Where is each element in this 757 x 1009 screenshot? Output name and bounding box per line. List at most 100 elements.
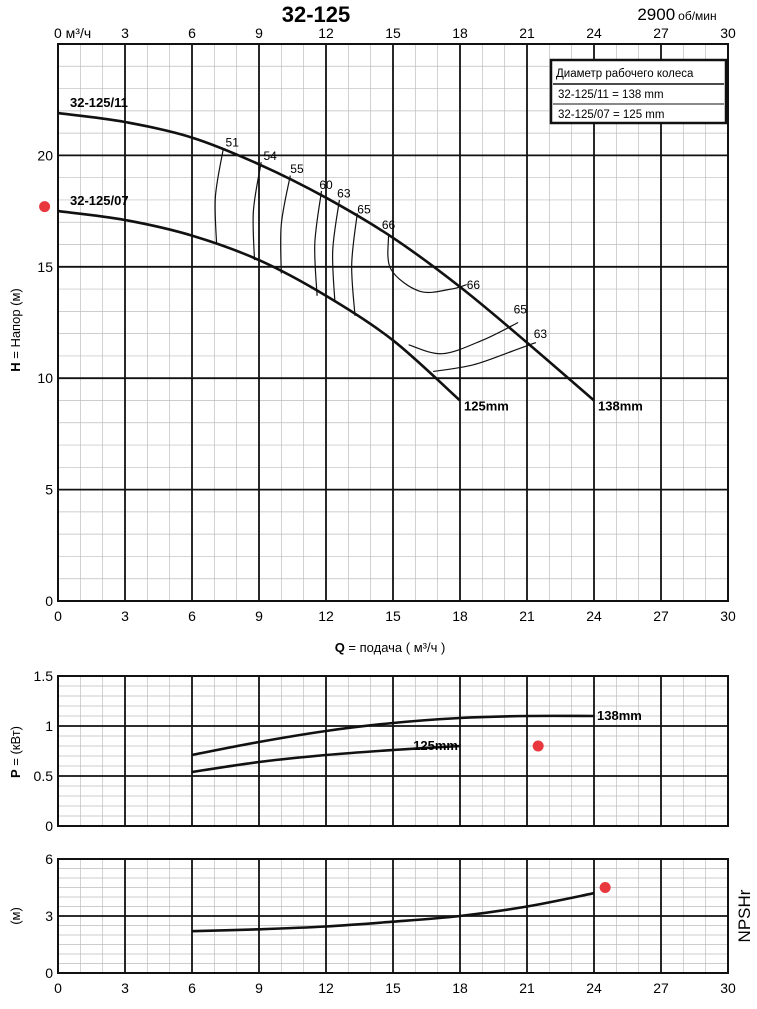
top-x-tick-label: 9 (255, 25, 263, 41)
x-tick-label: 21 (519, 608, 535, 624)
red-marker (599, 882, 611, 893)
legend-row: 32-125/11 = 138 mm (558, 89, 664, 101)
npsh-side-label: NPSHr (735, 889, 754, 942)
efficiency-label: 55 (290, 162, 304, 176)
series-curve (191, 714, 595, 757)
head-y-axis-text: = Напор (м) (8, 288, 23, 362)
x-tick-label: 24 (586, 980, 602, 996)
efficiency-label: 65 (514, 303, 528, 317)
efficiency-label: 60 (319, 178, 333, 192)
series-start-label: 32-125/11 (70, 95, 128, 110)
y-tick-label: 0.5 (34, 768, 54, 784)
x-tick-label: 24 (586, 608, 602, 624)
x-axis-label: Q = подача ( м³/ч ) (335, 640, 446, 655)
x-tick-label: 0 (54, 608, 62, 624)
power-y-axis-text: = (кВт) (8, 726, 23, 769)
x-tick-label: 30 (720, 980, 736, 996)
efficiency-label: 63 (534, 327, 548, 341)
efficiency-isoline (408, 321, 519, 355)
efficiency-isoline (433, 342, 537, 373)
legend-box (549, 58, 728, 125)
x-tick-label: 6 (188, 980, 196, 996)
legend-row: 32-125/07 = 125 mm (558, 109, 664, 121)
x-tick-label: 15 (385, 980, 401, 996)
y-tick-label: 6 (45, 851, 53, 867)
x-tick-label: 27 (653, 980, 669, 996)
x-tick-label: 27 (653, 608, 669, 624)
npsh-y-axis-label: (м) (8, 907, 23, 925)
series-end-label: 138mm (597, 708, 642, 723)
x-tick-label: 9 (255, 608, 263, 624)
x-tick-label: 30 (720, 608, 736, 624)
chart-title: 32-125 (282, 2, 351, 27)
efficiency-isolines: 51 54 55 60 63 65 66 66 65 63 (214, 135, 548, 373)
legend-title: Диаметр рабочего колеса (556, 68, 694, 80)
y-tick-label: 5 (45, 482, 53, 498)
top-x-tick-label: 3 (121, 25, 129, 41)
head-y-axis-symbol: H (8, 362, 23, 371)
efficiency-label: 63 (337, 187, 351, 201)
x-tick-label: 3 (121, 980, 129, 996)
x-tick-label: 9 (255, 980, 263, 996)
y-tick-label: 3 (45, 908, 53, 924)
x-tick-label: 18 (452, 980, 468, 996)
efficiency-isoline (351, 213, 358, 316)
series-end-label: 125mm (464, 398, 509, 413)
top-x-tick-label: 30 (720, 25, 736, 41)
top-x-tick-label: 15 (385, 25, 401, 41)
series-curve (191, 891, 595, 933)
top-x-tick-label: 21 (519, 25, 535, 41)
series-start-label: 32-125/07 (70, 193, 129, 208)
y-tick-label: 0 (45, 593, 53, 609)
top-axis-unit: 0 м³/ч (54, 25, 91, 41)
series-curve (191, 744, 461, 774)
y-tick-label: 15 (37, 259, 53, 275)
plot-frame (57, 858, 729, 974)
y-tick-label: 0 (45, 818, 53, 834)
impeller-legend: Диаметр рабочего колеса 32-125/11 = 138 … (549, 58, 728, 125)
y-tick-label: 1.5 (34, 668, 54, 684)
x-tick-label: 21 (519, 980, 535, 996)
x-axis-text: = подача ( м³/ч ) (345, 640, 445, 655)
series-end-label: 138mm (598, 398, 643, 413)
speed-unit: об/мин (678, 9, 716, 23)
red-marker (532, 740, 544, 752)
top-x-tick-label: 27 (653, 25, 669, 41)
speed-label: 2900 об/мин (637, 5, 716, 24)
series-curve (57, 111, 595, 402)
top-x-tick-label: 12 (318, 25, 334, 41)
x-axis-symbol: Q (335, 640, 345, 655)
x-tick-label: 15 (385, 608, 401, 624)
efficiency-isoline (252, 162, 262, 261)
power-panel: 0 0.5 1 1.5 138mm 125mm (34, 668, 729, 834)
top-x-tick-label: 6 (188, 25, 196, 41)
efficiency-label: 66 (382, 218, 396, 232)
red-marker (39, 201, 51, 213)
efficiency-label: 65 (357, 202, 371, 216)
top-x-tick-label: 18 (452, 25, 468, 41)
efficiency-isoline (387, 235, 467, 294)
x-tick-label: 6 (188, 608, 196, 624)
power-y-axis-symbol: P (8, 769, 23, 778)
efficiency-label: 54 (263, 149, 277, 163)
y-tick-label: 0 (45, 965, 53, 981)
y-tick-label: 1 (45, 718, 53, 734)
efficiency-isoline (214, 148, 224, 245)
plot-frame (57, 43, 729, 602)
efficiency-isoline (314, 190, 323, 296)
efficiency-label: 66 (467, 278, 481, 292)
x-tick-label: 12 (318, 608, 334, 624)
x-tick-label: 18 (452, 608, 468, 624)
x-tick-label: 3 (121, 608, 129, 624)
series-curve (57, 209, 461, 402)
major-grid (57, 858, 729, 974)
series-end-label: 125mm (413, 738, 458, 753)
y-tick-label: 10 (37, 370, 53, 386)
efficiency-isoline (280, 175, 291, 274)
head-y-axis-label: H = Напор (м) (8, 288, 23, 372)
x-tick-label: 0 (54, 980, 62, 996)
x-tick-label: 12 (318, 980, 334, 996)
efficiency-label: 51 (226, 135, 240, 149)
y-tick-label: 20 (37, 147, 53, 163)
